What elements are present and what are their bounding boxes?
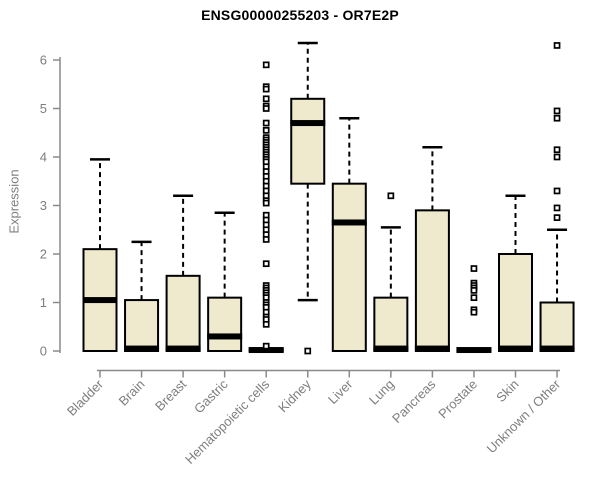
median-line — [414, 345, 450, 352]
box-breast — [165, 194, 201, 353]
outlier-points — [553, 42, 561, 221]
chart-title: ENSG00000255203 - OR7E2P — [201, 7, 399, 23]
box-brain — [124, 240, 160, 353]
y-tick-label: 2 — [40, 247, 47, 262]
box-gastric — [207, 211, 243, 352]
x-axis-label: Liver — [325, 376, 356, 407]
box-hematopoietic-cells — [248, 61, 284, 354]
box-bladder — [82, 158, 118, 352]
outlier-points — [470, 265, 478, 316]
box-lung — [373, 192, 409, 352]
median-line — [165, 345, 201, 352]
outlier-points — [304, 347, 312, 355]
box-kidney — [290, 41, 326, 355]
x-axis-label: Prostate — [435, 377, 480, 422]
median-line — [290, 120, 326, 127]
outlier-points — [262, 61, 270, 350]
median-line — [124, 345, 160, 352]
median-line — [331, 219, 367, 226]
median-line — [373, 345, 409, 352]
y-tick-label: 5 — [40, 101, 47, 116]
outlier-points — [387, 192, 395, 200]
x-axis-label: Bladder — [64, 376, 107, 419]
median-line — [456, 347, 492, 354]
y-tick-label: 0 — [40, 344, 47, 359]
box-pancreas — [414, 146, 450, 352]
y-tick-label: 1 — [40, 295, 47, 310]
median-line — [539, 345, 575, 352]
y-axis-title: Expression — [6, 169, 22, 234]
median-line — [82, 297, 118, 304]
box-prostate — [456, 265, 492, 354]
median-line — [207, 333, 243, 340]
median-line — [498, 345, 533, 352]
y-tick-label: 4 — [40, 150, 47, 165]
x-axis-label: Brain — [116, 377, 148, 409]
y-tick-label: 6 — [40, 53, 47, 68]
y-tick-label: 3 — [40, 198, 47, 213]
x-axis-label: Breast — [152, 376, 189, 413]
median-line — [248, 347, 284, 354]
x-axis-label: Lung — [366, 377, 397, 408]
x-axis-label: Unknown / Other — [484, 376, 564, 456]
box-liver — [331, 116, 367, 352]
x-axis-label: Pancreas — [389, 376, 439, 426]
x-axis-label: Kidney — [275, 376, 314, 415]
box-unknown-other — [539, 42, 575, 352]
x-axis-label: Skin — [493, 377, 521, 405]
x-axis-label: Gastric — [191, 376, 231, 416]
box-skin — [498, 194, 533, 352]
